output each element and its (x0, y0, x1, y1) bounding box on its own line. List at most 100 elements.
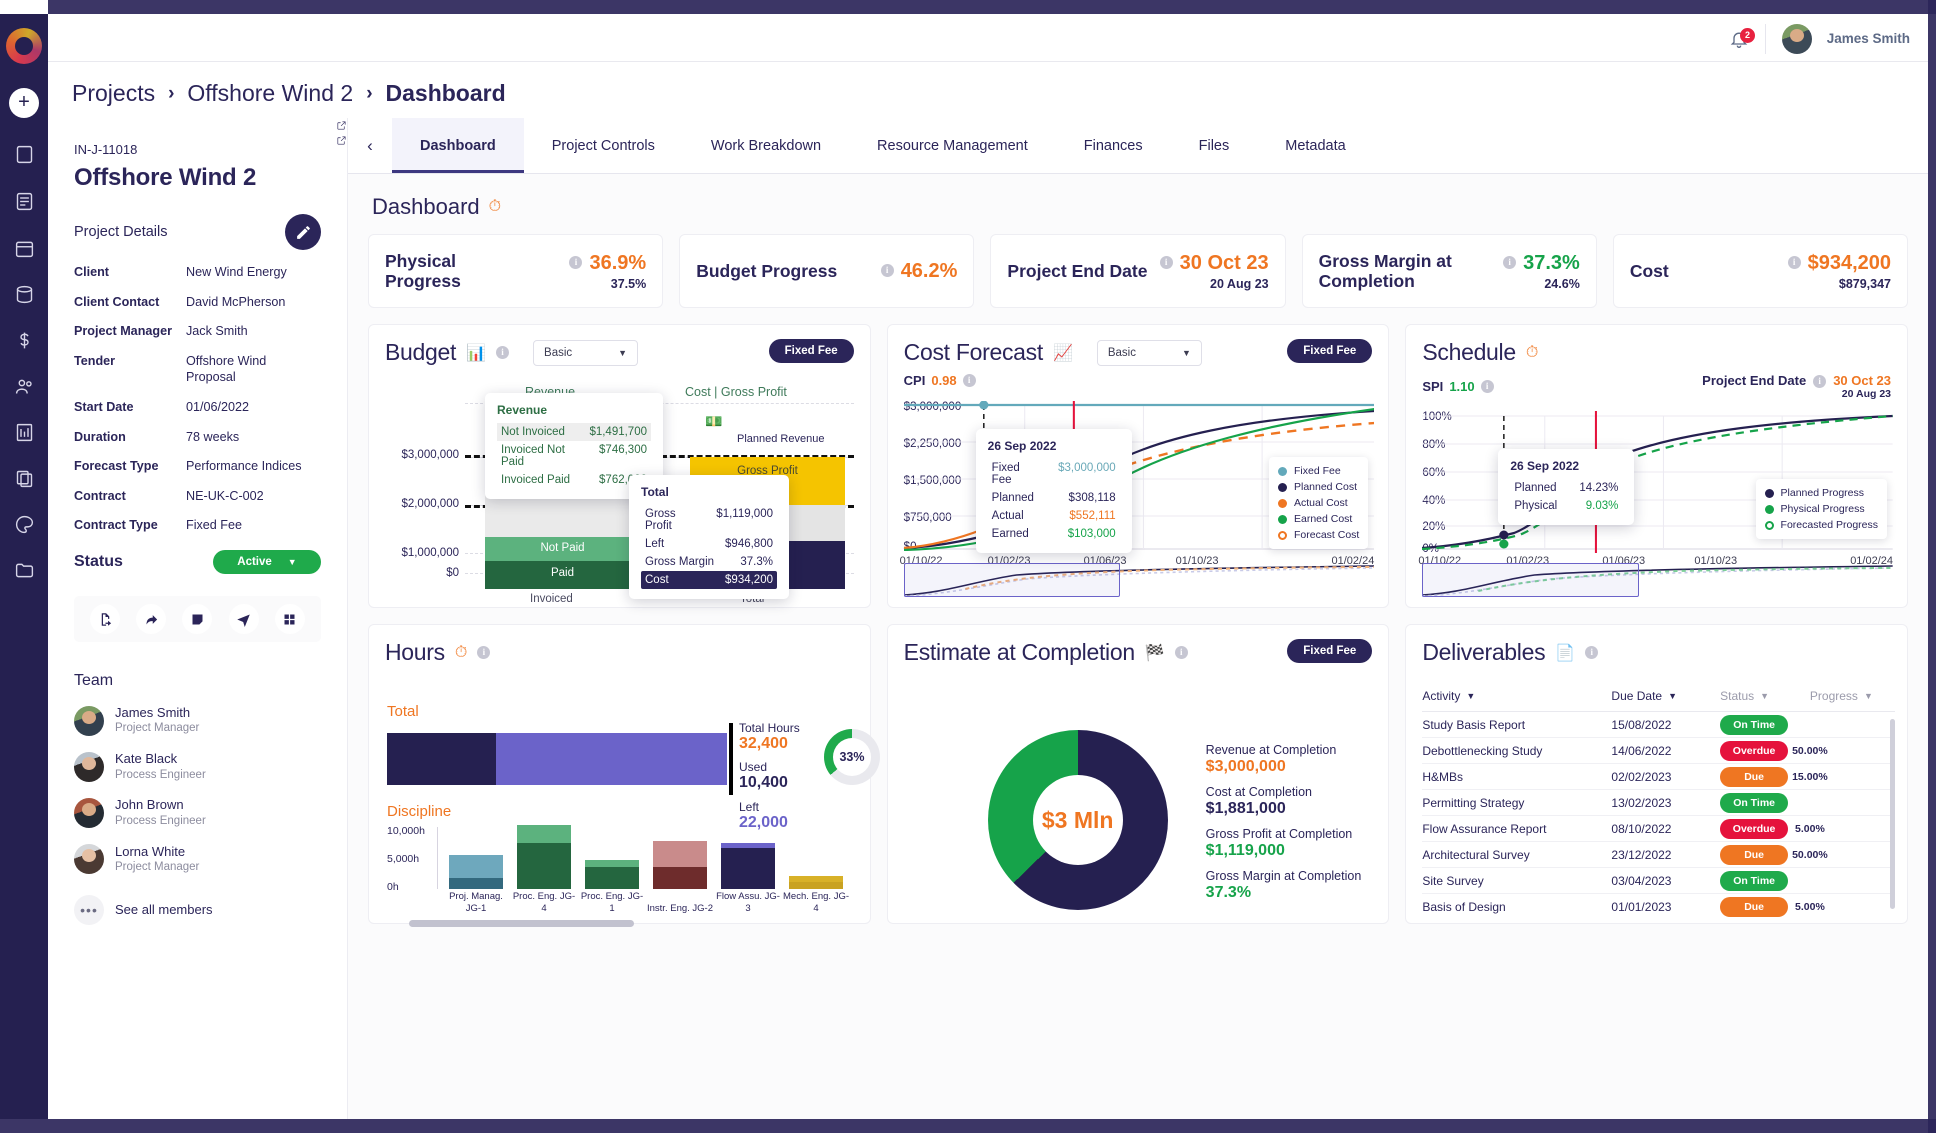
disc-bar-mech-eng[interactable] (789, 876, 843, 889)
info-icon[interactable]: i (1787, 255, 1801, 269)
breadcrumb-item-project[interactable]: Offshore Wind 2 (187, 80, 354, 106)
info-icon[interactable]: i (1503, 255, 1517, 269)
chevron-down-icon: ▼ (618, 347, 628, 358)
folder-icon[interactable] (12, 558, 36, 582)
chevron-down-icon: ▼ (1668, 691, 1678, 701)
notes-icon[interactable] (12, 142, 36, 166)
see-all-members-button[interactable]: ••• See all members (74, 894, 321, 925)
column-header-due-date[interactable]: Due Date ▼ (1611, 689, 1678, 703)
table-row[interactable]: Debottlenecking Study 14/06/2022 Overdue… (1422, 738, 1896, 764)
info-icon[interactable]: i (1174, 646, 1188, 659)
column-header-activity[interactable]: Activity ▼ (1422, 689, 1476, 703)
external-link-icon-2[interactable] (336, 134, 347, 145)
info-icon[interactable]: i (477, 646, 491, 659)
tab-files[interactable]: Files (1198, 137, 1230, 154)
hours-total-bar[interactable] (387, 723, 733, 795)
info-icon[interactable]: i (880, 264, 894, 277)
table-row[interactable]: Basis of Design 01/01/2023 Due 5.00% (1422, 894, 1895, 919)
tab-dashboard[interactable]: Dashboard (392, 118, 524, 173)
finance-icon[interactable] (12, 328, 36, 352)
eac-value: $1,881,000 (1205, 800, 1286, 817)
tab-work-breakdown[interactable]: Work Breakdown (710, 137, 822, 154)
copy-icon[interactable] (12, 466, 36, 490)
disc-bar-instr-eng[interactable] (653, 841, 707, 889)
tab-project-controls[interactable]: Project Controls (551, 137, 655, 154)
discipline-scrollbar[interactable] (409, 920, 634, 927)
cost-forecast-view-select[interactable]: Basic ▼ (1096, 339, 1202, 366)
disc-bar-proj-manag[interactable] (449, 855, 503, 889)
table-row[interactable]: Permitting Strategy 13/02/2023 On Time 7… (1422, 790, 1896, 816)
user-avatar[interactable] (1782, 24, 1812, 54)
tabs-scroll-left-button[interactable]: ‹ (367, 135, 373, 155)
team-member[interactable]: Kate Black Process Engineer (74, 751, 321, 782)
cost-forecast-contract-chip[interactable]: Fixed Fee (1287, 339, 1373, 363)
table-row[interactable]: Architectural Survey 23/12/2022 Due 50.0… (1422, 842, 1896, 868)
budget-bar-not-paid[interactable]: Not Paid (485, 537, 640, 561)
column-header-status[interactable]: Status ▼ (1720, 689, 1770, 703)
kpi-gross-margin-at-completion[interactable]: Gross Margin at Completion i 37.3% 24.6% (1301, 234, 1597, 308)
detail-value: Jack Smith (186, 324, 248, 339)
hours-stats: Total Hours 32,400 Used 10,400 Left 22,0… (739, 721, 800, 839)
disc-bar-proc-eng-jg1[interactable] (585, 860, 639, 889)
budget-contract-chip[interactable]: Fixed Fee (768, 339, 854, 363)
cost-forecast-title: Cost Forecast (903, 339, 1044, 365)
info-icon[interactable]: i (1813, 375, 1827, 388)
deliverables-scrollbar[interactable] (1890, 719, 1896, 909)
team-member[interactable]: James Smith Project Manager (74, 705, 321, 736)
breadcrumb-item-projects[interactable]: Projects (72, 80, 156, 106)
info-icon[interactable]: i (1159, 255, 1173, 269)
eac-contract-chip[interactable]: Fixed Fee (1287, 639, 1373, 663)
hours-left-segment[interactable] (495, 733, 727, 785)
planned-revenue-label: Planned Revenue (737, 433, 825, 445)
minimap-selection[interactable] (1422, 563, 1639, 597)
eac-donut-chart[interactable]: $3 Mln (987, 730, 1168, 910)
team-member[interactable]: Lorna White Project Manager (74, 844, 321, 875)
team-member[interactable]: John Brown Process Engineer (74, 797, 321, 829)
notifications-button[interactable]: 2 (1712, 24, 1766, 54)
hours-used-segment[interactable] (387, 733, 496, 785)
schedule-minimap[interactable] (1422, 563, 1894, 597)
kpi-cost[interactable]: Cost i $934,200 $879,347 (1612, 234, 1909, 308)
status-badge[interactable]: Active ▼ (213, 550, 321, 575)
info-icon[interactable]: i (962, 374, 976, 387)
document-export-icon (101, 612, 111, 626)
send-button[interactable] (228, 604, 259, 635)
share-button[interactable] (136, 604, 167, 635)
disc-bar-flow-assu[interactable] (721, 843, 775, 889)
disc-bar-proc-eng-jg4[interactable] (517, 825, 571, 889)
budget-bar-paid[interactable]: Paid (485, 561, 640, 589)
table-row[interactable]: Site Survey 03/04/2023 On Time 66% (1422, 868, 1896, 894)
info-icon[interactable]: i (569, 255, 583, 269)
edit-project-button[interactable] (285, 214, 321, 250)
tab-finances[interactable]: Finances (1083, 137, 1143, 154)
user-name[interactable]: James Smith (1826, 31, 1910, 46)
info-icon[interactable]: i (1585, 646, 1599, 659)
database-icon[interactable] (12, 282, 36, 306)
column-header-progress[interactable]: Progress ▼ (1809, 689, 1873, 703)
export-document-button[interactable] (90, 604, 121, 635)
table-row[interactable]: H&MBs 02/02/2023 Due 15.00% (1422, 764, 1896, 790)
add-new-icon[interactable]: + (9, 88, 39, 118)
cost-forecast-minimap[interactable] (903, 563, 1375, 597)
kpi-project-end-date[interactable]: Project End Date i 30 Oct 23 20 Aug 23 (990, 234, 1286, 308)
budget-view-select[interactable]: Basic ▼ (533, 339, 639, 366)
info-icon[interactable]: i (496, 346, 510, 359)
people-icon[interactable] (12, 374, 36, 398)
minimap-selection[interactable] (903, 563, 1121, 597)
external-link-icon[interactable] (336, 119, 347, 130)
breadcrumb-item-dashboard[interactable]: Dashboard (385, 80, 506, 106)
grid-view-button[interactable] (274, 604, 305, 635)
kpi-physical-progress[interactable]: Physical Progress i 36.9% 37.5% (368, 234, 664, 308)
note-button[interactable] (182, 604, 213, 635)
info-icon[interactable]: i (1480, 380, 1494, 393)
table-row[interactable]: Flow Assurance Report 08/10/2022 Overdue… (1422, 816, 1896, 842)
tab-resource-management[interactable]: Resource Management (877, 137, 1028, 154)
documents-icon[interactable] (12, 189, 36, 213)
palette-icon[interactable] (12, 512, 36, 536)
tab-metadata[interactable]: Metadata (1285, 137, 1346, 154)
app-logo-icon[interactable] (6, 28, 42, 64)
calendar-icon[interactable] (12, 236, 36, 260)
reports-icon[interactable] (12, 420, 36, 444)
kpi-budget-progress[interactable]: Budget Progress i 46.2% (679, 234, 975, 308)
table-row[interactable]: Study Basis Report 15/08/2022 On Time 10… (1422, 712, 1896, 738)
